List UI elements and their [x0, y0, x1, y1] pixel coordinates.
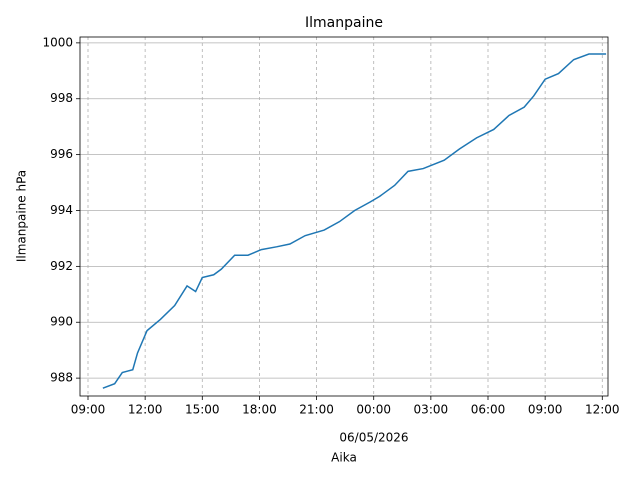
- x-tick-label: 09:00: [528, 403, 563, 417]
- y-tick-label: 994: [50, 203, 73, 217]
- y-axis-label: Ilmanpaine hPa: [15, 170, 29, 262]
- x-axis-label: Aika: [331, 451, 357, 465]
- x-tick-label: 03:00: [414, 403, 449, 417]
- x-tick-label: 18:00: [242, 403, 277, 417]
- line: [102, 53, 607, 389]
- y-tick-label: 990: [50, 315, 73, 329]
- y-tick-label: 996: [50, 147, 73, 161]
- x-tick-label: 00:00: [356, 403, 391, 417]
- x-tick-label: 06:00: [471, 403, 506, 417]
- chart-title: Ilmanpaine: [305, 15, 383, 31]
- x-offset-label: 06/05/2026: [339, 431, 408, 445]
- y-tick-label: 1000: [42, 35, 73, 49]
- x-tick-label: 12:00: [128, 403, 163, 417]
- x-tick-label: 09:00: [71, 403, 106, 417]
- y-tick-label: 992: [50, 259, 73, 273]
- x-tick-label: 21:00: [299, 403, 334, 417]
- x-tick-label: 12:00: [585, 403, 620, 417]
- y-tick-label: 998: [50, 91, 73, 105]
- x-tick-label: 15:00: [185, 403, 220, 417]
- plot-frame: [79, 36, 609, 397]
- y-tick-label: 988: [50, 371, 73, 385]
